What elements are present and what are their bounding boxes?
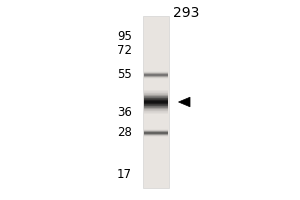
FancyBboxPatch shape xyxy=(142,16,170,188)
Bar xyxy=(144,110,168,111)
Bar xyxy=(144,93,168,94)
Bar xyxy=(144,106,168,107)
Text: 17: 17 xyxy=(117,168,132,180)
Bar xyxy=(144,94,168,95)
Text: 28: 28 xyxy=(117,127,132,140)
Bar xyxy=(144,113,168,114)
Bar xyxy=(144,96,168,97)
Bar xyxy=(144,90,168,91)
Bar xyxy=(144,111,168,112)
Bar xyxy=(144,107,168,108)
Text: 55: 55 xyxy=(117,68,132,82)
Bar xyxy=(144,100,168,101)
Bar xyxy=(144,102,168,103)
Bar xyxy=(144,101,168,102)
Bar xyxy=(144,92,168,93)
Bar xyxy=(144,97,168,98)
Text: 293: 293 xyxy=(173,6,199,20)
Bar xyxy=(144,104,168,105)
Bar xyxy=(144,105,168,106)
Text: 95: 95 xyxy=(117,30,132,44)
Bar xyxy=(144,109,168,110)
Text: 72: 72 xyxy=(117,45,132,58)
Text: 36: 36 xyxy=(117,106,132,119)
Bar xyxy=(144,98,168,99)
Bar xyxy=(144,95,168,96)
Bar xyxy=(144,112,168,113)
Bar xyxy=(144,103,168,104)
Bar xyxy=(144,108,168,109)
Bar xyxy=(144,91,168,92)
Bar xyxy=(144,99,168,100)
Polygon shape xyxy=(178,97,190,107)
